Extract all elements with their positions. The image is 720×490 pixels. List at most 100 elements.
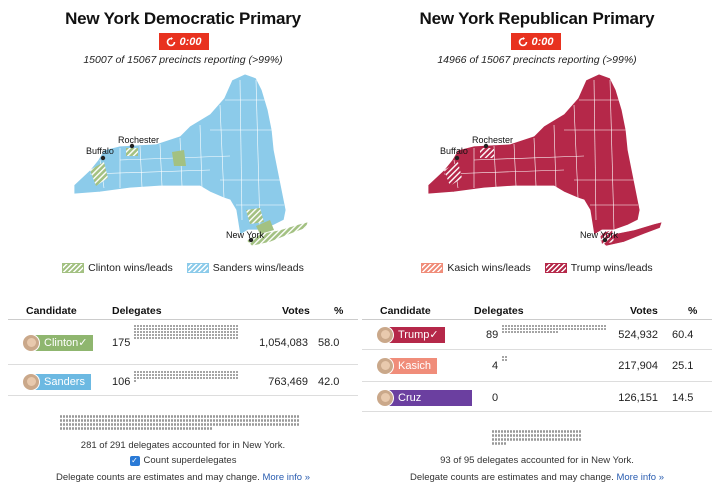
delegate-dot	[156, 419, 158, 422]
delegate-dot	[510, 430, 512, 433]
candidate-clinton[interactable]: Clinton✓	[22, 334, 94, 352]
delegate-dot	[188, 337, 190, 339]
delegate-dot	[219, 415, 221, 418]
avatar	[22, 334, 40, 352]
delegate-dot	[140, 371, 142, 373]
delegate-dot	[216, 415, 218, 418]
delegate-dot	[152, 334, 154, 336]
delegate-dot	[135, 415, 137, 418]
delegate-dot	[534, 430, 536, 433]
delegate-dot	[525, 430, 527, 433]
delegate-dot	[185, 337, 187, 339]
delegate-dot	[93, 415, 95, 418]
refresh-timer-button[interactable]: 0:00	[511, 33, 561, 50]
candidate-trump[interactable]: Trump✓	[376, 326, 445, 344]
buffalo-marker	[100, 155, 106, 161]
delegate-dot	[510, 434, 512, 437]
delegate-dot	[81, 419, 83, 422]
delegate-dot	[218, 331, 220, 333]
refresh-timer-button[interactable]: 0:00	[159, 33, 209, 50]
delegate-dot	[246, 419, 248, 422]
delegate-dot	[96, 423, 98, 426]
delegate-dot	[197, 374, 199, 376]
delegate-dot	[171, 427, 173, 430]
delegate-dot	[224, 331, 226, 333]
delegate-dot	[495, 442, 497, 445]
delegate-dot	[161, 328, 163, 330]
table-row: Clinton✓ 175 1,054,083 58.0	[8, 321, 358, 365]
delegate-dot	[264, 419, 266, 422]
delegate-dot	[66, 427, 68, 430]
more-info-link[interactable]: More info »	[616, 472, 664, 483]
delegate-dot	[227, 325, 229, 327]
more-info-link[interactable]: More info »	[262, 472, 310, 483]
delegate-dot	[206, 334, 208, 336]
delegate-dot	[236, 328, 238, 330]
superdelegates-toggle[interactable]: ✓ Count superdelegates	[8, 455, 358, 466]
delegate-dot	[218, 328, 220, 330]
delegate-dot	[60, 415, 62, 418]
delegate-dot	[511, 331, 513, 333]
delegate-dot	[227, 337, 229, 339]
delegate-dot	[519, 438, 521, 441]
candidate-cruz[interactable]: Cruz	[376, 389, 472, 407]
refresh-icon	[167, 36, 176, 46]
candidate-sanders[interactable]: Sanders	[22, 373, 91, 391]
delegate-dot	[149, 334, 151, 336]
delegate-dot	[137, 334, 139, 336]
delegate-dot	[105, 423, 107, 426]
delegate-dot	[215, 337, 217, 339]
delegate-dot	[69, 419, 71, 422]
delegate-dot	[155, 337, 157, 339]
delegate-dot	[167, 371, 169, 373]
delegate-dot	[511, 325, 513, 327]
delegate-dot	[203, 331, 205, 333]
delegate-dot	[267, 415, 269, 418]
delegate-dot	[170, 337, 172, 339]
delegate-dot	[501, 442, 503, 445]
delegate-count: 0	[492, 392, 499, 404]
delegate-dot	[207, 415, 209, 418]
delegate-dot	[517, 331, 519, 333]
delegate-dot	[540, 430, 542, 433]
delegate-dot	[270, 415, 272, 418]
delegate-dot	[134, 337, 136, 339]
delegate-dot	[153, 419, 155, 422]
new-york-county-map[interactable]: Buffalo Rochester New York	[60, 70, 310, 260]
delegate-dot	[579, 434, 581, 437]
delegate-dot	[87, 423, 89, 426]
delegate-dot	[84, 423, 86, 426]
timer-value: 0:00	[179, 35, 202, 48]
delegate-dot	[230, 325, 232, 327]
candidate-kasich[interactable]: Kasich	[376, 357, 438, 375]
delegate-dot	[567, 438, 569, 441]
delegate-dot	[261, 419, 263, 422]
delegate-dot	[200, 325, 202, 327]
avatar	[376, 357, 394, 375]
delegate-dot	[156, 427, 158, 430]
avatar	[376, 326, 394, 344]
delegate-dot	[134, 328, 136, 330]
delegate-dot	[180, 427, 182, 430]
delegate-dot	[294, 419, 296, 422]
delegate-dot	[576, 434, 578, 437]
delegate-dot	[135, 423, 137, 426]
delegate-dot	[230, 337, 232, 339]
delegates-accounted: 93 of 95 delegates accounted for in New …	[440, 455, 634, 466]
delegate-dot	[492, 442, 494, 445]
delegate-dot	[528, 438, 530, 441]
delegate-dot	[63, 415, 65, 418]
delegate-dot	[215, 377, 217, 379]
delegate-dot	[498, 438, 500, 441]
delegate-dot	[146, 334, 148, 336]
delegate-dot	[69, 427, 71, 430]
delegate-dot	[502, 359, 504, 361]
checkbox-checked-icon[interactable]: ✓	[129, 455, 140, 466]
delegate-dot	[164, 371, 166, 373]
delegate-dot	[517, 328, 519, 330]
delegate-dot	[231, 415, 233, 418]
new-york-county-map[interactable]: Buffalo Rochester New York	[414, 70, 664, 260]
delegate-dot	[129, 427, 131, 430]
delegate-dot	[206, 337, 208, 339]
delegate-dot	[279, 415, 281, 418]
